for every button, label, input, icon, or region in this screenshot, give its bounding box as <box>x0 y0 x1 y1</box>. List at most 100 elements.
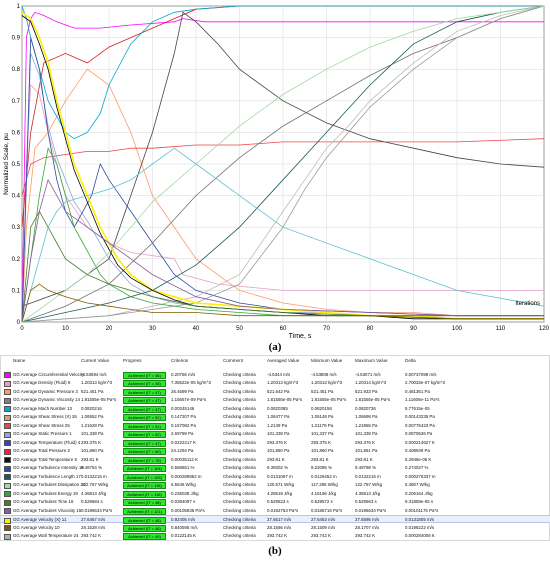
column-header[interactable]: Delta <box>405 358 416 363</box>
table-row[interactable]: GG Average Turbulent Energy 19 4.36813 J/… <box>1 489 550 498</box>
series-color-swatch <box>4 440 11 446</box>
cell-name: GG Average Shear Stress 25 <box>13 422 70 428</box>
cell-delta: 9.31859e-05 s <box>405 499 434 504</box>
series-color-swatch <box>4 397 11 404</box>
cell-delta: 0.0131805 m/s <box>405 517 435 522</box>
table-row[interactable]: GG Average Velocity (X) 11 27.6467 m/s Ach… <box>1 514 550 524</box>
cell-delta: 0.0870536 Pa <box>405 431 433 436</box>
cell-name: GG Average Wall Temperature 24 <box>13 533 79 538</box>
cell-max: 122.767 W/kg <box>355 482 383 487</box>
progress-bar: Achieved (IT = 75) <box>123 456 166 464</box>
series-line-20 <box>21 147 545 323</box>
table-row[interactable]: GG Average Turbulent Dissipation 20 122.7… <box>1 481 550 489</box>
column-header[interactable]: Maximum Value <box>355 358 388 363</box>
cell-comment: Checking criteria <box>223 388 256 394</box>
cell-avg: 101,860 Pa <box>267 448 290 453</box>
cell-min: 1.06148 Pa <box>311 414 334 419</box>
series-line-18 <box>21 210 544 323</box>
cell-max: 27.6595 m/s <box>355 517 380 522</box>
cell-name: GG Average Velocity 10 <box>13 524 60 530</box>
cell-criterion: 0.840595 m/s <box>171 524 198 530</box>
cell-avg: 0.0820385 <box>267 405 288 411</box>
series-color-swatch <box>4 431 11 438</box>
cell-delta: 0.00101175 Pa*s <box>405 507 439 513</box>
table-row[interactable]: GG Average Turbulence Intensity 18 9.4675… <box>1 464 550 472</box>
cell-criterion: 0.20756 m/s <box>171 371 196 377</box>
table-row[interactable]: GG Average Mach Number 13 0.0820216 Achiev… <box>1 404 550 413</box>
table-row[interactable]: GG Average Static Pressure 1 101,338 Pa Ac… <box>1 430 550 438</box>
column-header[interactable]: Comment <box>223 358 243 363</box>
cell-current: 27.6467 m/s <box>81 517 106 522</box>
cell-delta: 0.274027 % <box>405 465 429 470</box>
series-lines <box>21 5 545 323</box>
cell-current: 0.0820216 <box>81 405 102 411</box>
cell-criterion: 0.000289862 m <box>171 473 202 479</box>
cell-name: GG Average Static Pressure 1 <box>13 431 72 436</box>
cell-max: 0.0132215 m <box>355 473 381 479</box>
table-row[interactable]: GG Average Temperature (Fluid) 4 293.376 … <box>1 438 550 447</box>
cell-comment: Checking criteria <box>223 397 256 402</box>
cell-criterion: 26.4599 Pa <box>171 388 194 394</box>
column-header[interactable]: Progress <box>123 358 142 363</box>
series-color-swatch <box>4 380 11 387</box>
table-row[interactable]: GG Average Shear Stress 25 1.21628 Pa Achi… <box>1 421 550 430</box>
cell-delta: 5.2946e-05 K <box>405 456 432 462</box>
series-color-swatch <box>4 525 11 531</box>
y-tick-label: 0.5 <box>12 162 21 168</box>
series-color-swatch <box>4 423 11 429</box>
cell-name: GG Average Dynamic Pressure 3 <box>13 388 78 394</box>
table-row[interactable]: GG Average Velocity 10 28.1528 m/s Achieve… <box>1 523 550 532</box>
cell-delta: 0.000214627 K <box>405 439 435 445</box>
series-color-swatch <box>4 457 11 463</box>
progress-bar: Achieved (IT = 48) <box>123 499 166 506</box>
table-row[interactable]: GG Average Dynamic Pressure 3 521.451 Pa A… <box>1 387 550 396</box>
cell-avg: 0.529623 s <box>267 499 289 504</box>
cell-current: 0.0132215 m <box>81 473 107 479</box>
table-row[interactable]: GG Average Turbulence Length 17 0.0132215… <box>1 472 550 481</box>
cell-current: 28.1528 m/s <box>81 524 106 530</box>
caption-b: (b) <box>268 545 282 557</box>
table-row[interactable]: GG Average Turbulent Time 16 0.529684 s Ac… <box>1 498 550 506</box>
cell-delta: 5.77615e-05 <box>405 405 430 411</box>
series-line-3 <box>21 68 544 323</box>
cell-delta: 0.00737098 m/s <box>405 371 437 377</box>
column-header[interactable]: Name <box>13 358 26 363</box>
column-header[interactable]: Averaged Value <box>267 358 300 363</box>
cell-delta: 0.000284008 K <box>405 533 435 538</box>
series-color-swatch <box>4 508 11 514</box>
progress-bar: Achieved (IT = 46) <box>123 517 166 524</box>
cell-current: 0.529684 s <box>81 499 103 504</box>
x-tick-label: 20 <box>106 326 113 332</box>
cell-max: 1.06698 Pa <box>355 414 378 419</box>
table-row[interactable]: GG Average Dynamic Viscosity 14 1.81555e-… <box>1 396 550 404</box>
cell-min: 293.81 K <box>311 456 329 462</box>
cell-comment: Checking criteria <box>223 371 256 377</box>
cell-name: GG Average Shear Stress (X) 26 <box>13 414 77 419</box>
cell-comment: Checking criteria <box>223 456 256 462</box>
column-header[interactable]: Minimum Value <box>311 358 343 363</box>
cell-delta: 0.206164 J/kg <box>405 490 433 496</box>
cell-current: 1.21628 Pa <box>81 422 104 428</box>
cell-comment: Checking criteria <box>223 465 256 470</box>
cell-comment: Checking criteria <box>223 473 256 479</box>
column-header[interactable]: Current Value <box>81 358 110 363</box>
table-row[interactable]: GG Average Density (Fluid) 6 1.20313 kg/m… <box>1 379 550 387</box>
cell-avg: 28.1566 m/s <box>267 524 292 530</box>
x-tick-label: 30 <box>149 326 156 332</box>
series-color-swatch <box>4 465 11 472</box>
table-row[interactable]: GG Average Shear Stress (X) 26 1.06552 Pa… <box>1 413 550 421</box>
table-row[interactable]: GG Average Total Pressure 2 101,860 Pa Ach… <box>1 447 550 455</box>
table-row[interactable]: GG Average Circumferential Velocity -4.53… <box>1 370 550 379</box>
table-row[interactable]: GG Average Turbulent Viscosity 15 0.01966… <box>1 506 550 515</box>
series-line-15 <box>21 15 544 320</box>
cell-min: -4.53808 m/s <box>311 371 337 377</box>
cell-avg: 0.0131097 m <box>267 473 293 479</box>
y-tick-label: 0.4 <box>12 194 21 200</box>
axis-ticks: 0 10 20 30 40 50 60 70 80 90 100 110 120 0 0.1 0.2 0.3 0.… <box>12 4 550 332</box>
cell-min: 293.742 K <box>311 533 332 538</box>
cell-comment: Checking criteria <box>223 405 256 411</box>
table-row[interactable]: GG Average Total Temperature 5 293.81 K Ac… <box>1 455 550 464</box>
cell-current: 1.20313 kg/m^3 <box>81 380 113 385</box>
column-header[interactable]: Criterion <box>171 358 189 363</box>
